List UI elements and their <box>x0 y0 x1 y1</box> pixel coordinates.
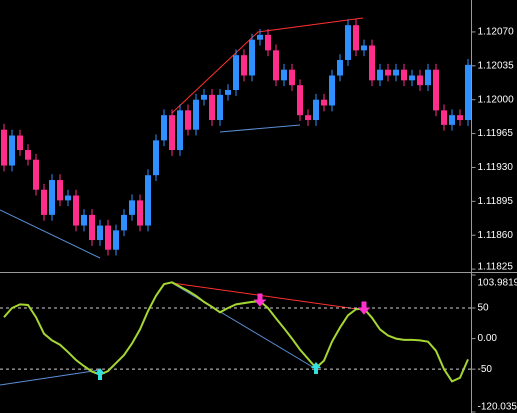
candle-body <box>321 99 327 106</box>
candle-body <box>193 99 199 130</box>
candle-body <box>385 69 391 76</box>
candle-body <box>305 115 311 121</box>
candle-body <box>433 69 439 111</box>
y-tick-label: 1.12035 <box>478 60 515 71</box>
candle-body <box>137 200 143 226</box>
candle-body <box>457 115 463 121</box>
candle-body <box>113 230 119 250</box>
oscillator-pane <box>0 281 472 383</box>
y-tick-label: 0.00 <box>478 333 498 344</box>
candle-body <box>201 94 207 100</box>
candle-body <box>265 34 271 51</box>
y-tick-label: 1.11965 <box>478 128 514 139</box>
candle-body <box>129 200 135 215</box>
candle-body <box>281 69 287 81</box>
candle-body <box>121 214 127 231</box>
candle-body <box>233 55 239 91</box>
candle-body <box>17 135 23 151</box>
candle-body <box>169 115 175 151</box>
candle-body <box>161 115 167 141</box>
up-arrow <box>95 368 105 380</box>
trend-line <box>171 282 317 370</box>
candle-body <box>401 69 407 81</box>
candle-body <box>241 55 247 76</box>
candle-body <box>273 50 279 81</box>
up-arrow <box>311 362 321 374</box>
candle-body <box>361 45 367 51</box>
candle-body <box>1 129 7 166</box>
candle-body <box>57 180 63 201</box>
candle-body <box>41 189 47 215</box>
trend-line <box>219 124 301 133</box>
candle-body <box>73 195 79 226</box>
candle-body <box>89 214 95 241</box>
candle-body <box>81 214 87 226</box>
signals <box>95 293 371 380</box>
y-tick-label: -50 <box>478 364 493 375</box>
candle-body <box>369 45 375 81</box>
candle-body <box>441 110 447 125</box>
candle-body <box>465 64 471 121</box>
candle-body <box>345 25 351 61</box>
candle-body <box>289 69 295 86</box>
candle-body <box>49 180 55 215</box>
candle-body <box>297 85 303 116</box>
candle-body <box>9 135 15 166</box>
y-tick-label: 1.12000 <box>478 94 515 105</box>
candle-body <box>217 94 223 121</box>
candle-body <box>353 25 359 51</box>
candle-body <box>449 115 455 125</box>
candle-body <box>33 159 39 190</box>
candle-body <box>417 75 423 86</box>
y-tick-label: 1.11895 <box>478 196 514 207</box>
trend-line <box>0 369 101 386</box>
y-tick-label: 1.11825 <box>478 262 514 273</box>
candle-body <box>105 225 111 250</box>
down-arrow <box>253 293 267 307</box>
candle-body <box>225 90 231 95</box>
candle-body <box>153 140 159 176</box>
candle-body <box>409 75 415 81</box>
candle-body <box>209 94 215 121</box>
y-tick-label: -120.0352 <box>478 402 517 413</box>
oscillator-line <box>3 281 469 383</box>
candle-body <box>425 69 431 86</box>
candle-body <box>329 75 335 106</box>
y-tick-label: 1.11930 <box>478 162 514 173</box>
candle-body <box>25 150 31 160</box>
candle-body <box>97 225 103 241</box>
down-arrow <box>357 301 371 315</box>
candle-body <box>313 99 319 121</box>
candle-body <box>257 34 263 40</box>
y-tick-label: 1.12070 <box>478 27 515 38</box>
y-tick-label: 103.98193 <box>478 278 517 289</box>
candle-body <box>65 195 71 201</box>
y-tick-label: 50 <box>478 303 490 314</box>
candle-body <box>249 39 255 76</box>
candle-body <box>337 60 343 76</box>
trend-line <box>171 17 364 114</box>
candle-body <box>393 69 399 76</box>
candle-body <box>377 69 383 81</box>
trend-line <box>171 282 365 311</box>
candle-body <box>185 110 191 130</box>
candle-body <box>177 110 183 151</box>
trend-line <box>0 209 101 259</box>
y-tick-label: 1.11860 <box>478 230 514 241</box>
candle-body <box>145 175 151 226</box>
